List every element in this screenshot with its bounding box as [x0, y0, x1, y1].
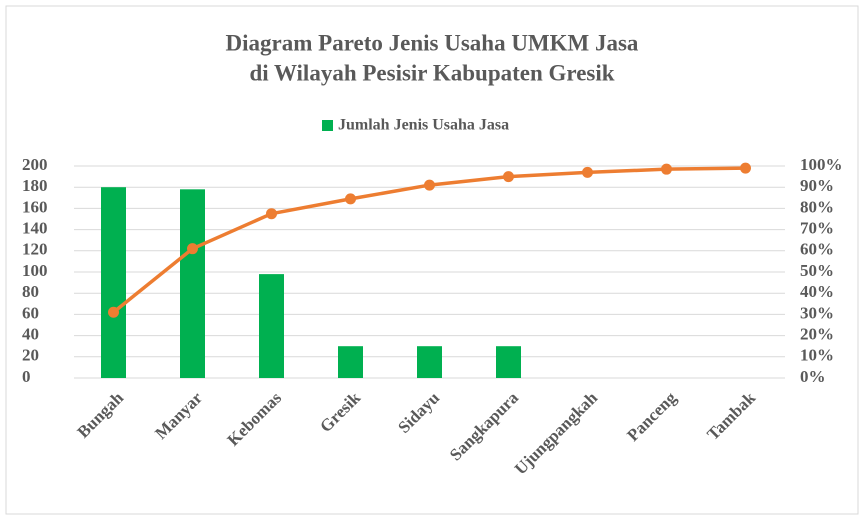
y-tick-label: 0	[22, 367, 31, 386]
y-tick-label: 40	[22, 325, 39, 344]
legend-swatch	[322, 120, 333, 131]
y-tick-label: 140	[22, 219, 48, 238]
bar	[259, 274, 284, 378]
y2-tick-label: 60%	[800, 240, 834, 259]
y-tick-label: 20	[22, 346, 39, 365]
y2-tick-label: 30%	[800, 303, 834, 322]
line-marker	[108, 306, 119, 318]
y2-tick-label: 20%	[800, 325, 834, 344]
line-marker	[345, 193, 356, 205]
chart-frame	[5, 5, 859, 515]
line-marker	[503, 171, 514, 183]
y2-tick-label: 40%	[800, 282, 834, 301]
y2-tick-label: 80%	[800, 197, 834, 216]
y2-tick-label: 10%	[800, 346, 834, 365]
line-marker	[187, 243, 198, 255]
y-tick-label: 100	[22, 261, 48, 280]
y2-tick-label: 90%	[800, 176, 834, 195]
bar	[180, 189, 205, 378]
chart-title: di Wilayah Pesisir Kabupaten Gresik	[249, 60, 614, 85]
line-marker	[424, 179, 435, 191]
bar	[417, 346, 442, 378]
bar	[101, 187, 126, 378]
line-marker	[266, 208, 277, 220]
y-tick-label: 180	[22, 176, 48, 195]
y-tick-label: 200	[22, 155, 48, 174]
chart-title: Diagram Pareto Jenis Usaha UMKM Jasa	[226, 30, 639, 55]
y2-tick-label: 0%	[800, 367, 826, 386]
line-marker	[582, 166, 593, 178]
y-tick-label: 160	[22, 197, 48, 216]
y2-tick-label: 100%	[800, 155, 843, 174]
y-tick-label: 60	[22, 303, 39, 322]
y2-tick-label: 70%	[800, 219, 834, 238]
y2-tick-label: 50%	[800, 261, 834, 280]
y-tick-label: 120	[22, 240, 48, 259]
legend-label: Jumlah Jenis Usaha Jasa	[338, 117, 509, 134]
line-marker	[661, 163, 672, 175]
bar	[338, 346, 363, 378]
bar	[496, 346, 521, 378]
y-tick-label: 80	[22, 282, 39, 301]
line-marker	[740, 162, 751, 174]
